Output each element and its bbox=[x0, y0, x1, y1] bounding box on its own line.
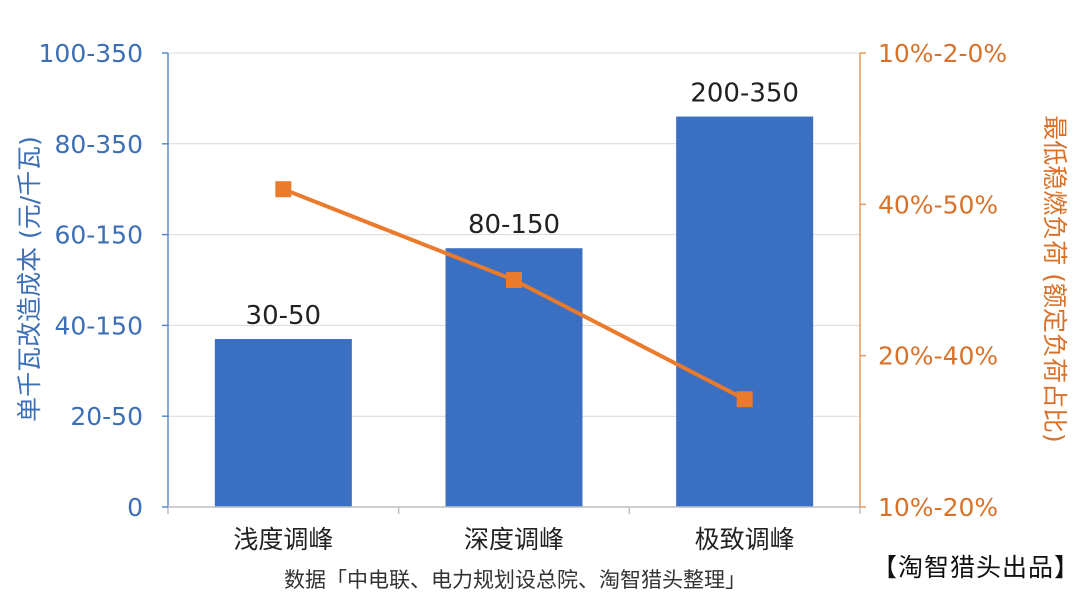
source-note: 数据「中电联、电力规划设总院、淘智猎头整理」 bbox=[284, 568, 746, 592]
line-marker bbox=[275, 181, 292, 198]
bars bbox=[214, 116, 814, 507]
y-left-tick-label: 60-150 bbox=[54, 221, 143, 250]
bar bbox=[445, 248, 583, 507]
bar bbox=[214, 339, 352, 507]
y-left-tick-label: 40-150 bbox=[54, 311, 143, 340]
y-axis-right-title: 最低稳燃负荷 (额定负荷占比) bbox=[1040, 115, 1069, 442]
bar-value-label: 30-50 bbox=[246, 301, 322, 331]
line-series bbox=[275, 181, 753, 408]
line-marker bbox=[736, 391, 753, 408]
bar bbox=[676, 116, 814, 507]
x-tick-label: 浅度调峰 bbox=[233, 525, 333, 554]
axes bbox=[162, 52, 866, 514]
brand-watermark: 【淘智猎头出品】 bbox=[872, 553, 1080, 582]
left-tick-labels: 0 20-50 40-150 60-150 80-350 100-350 bbox=[39, 39, 143, 522]
right-tick-labels: 10%-20% 20%-40% 40%-50% 10%-2-0% bbox=[878, 39, 1007, 522]
bar-value-label: 200-350 bbox=[690, 79, 799, 109]
y-right-tick-label: 10%-20% bbox=[878, 493, 998, 522]
y-left-tick-label: 100-350 bbox=[39, 39, 143, 68]
x-tick-label: 极致调峰 bbox=[695, 525, 795, 554]
y-right-tick-label: 20%-40% bbox=[878, 342, 998, 371]
bar-value-label: 80-150 bbox=[468, 210, 560, 240]
y-right-tick-label: 40%-50% bbox=[878, 190, 998, 219]
x-tick-label: 深度调峰 bbox=[464, 525, 564, 554]
y-left-tick-label: 0 bbox=[127, 493, 143, 522]
x-tick-labels: 浅度调峰 深度调峰 极致调峰 bbox=[233, 525, 794, 554]
y-axis-left-title: 单千瓦改造成本 (元/千瓦) bbox=[15, 136, 44, 422]
bar-labels: 30-50 80-150 200-350 bbox=[246, 79, 799, 331]
y-left-tick-label: 80-350 bbox=[54, 130, 143, 159]
y-left-tick-label: 20-50 bbox=[70, 402, 143, 431]
y-right-tick-label: 10%-2-0% bbox=[878, 39, 1007, 68]
line-marker bbox=[506, 272, 522, 288]
